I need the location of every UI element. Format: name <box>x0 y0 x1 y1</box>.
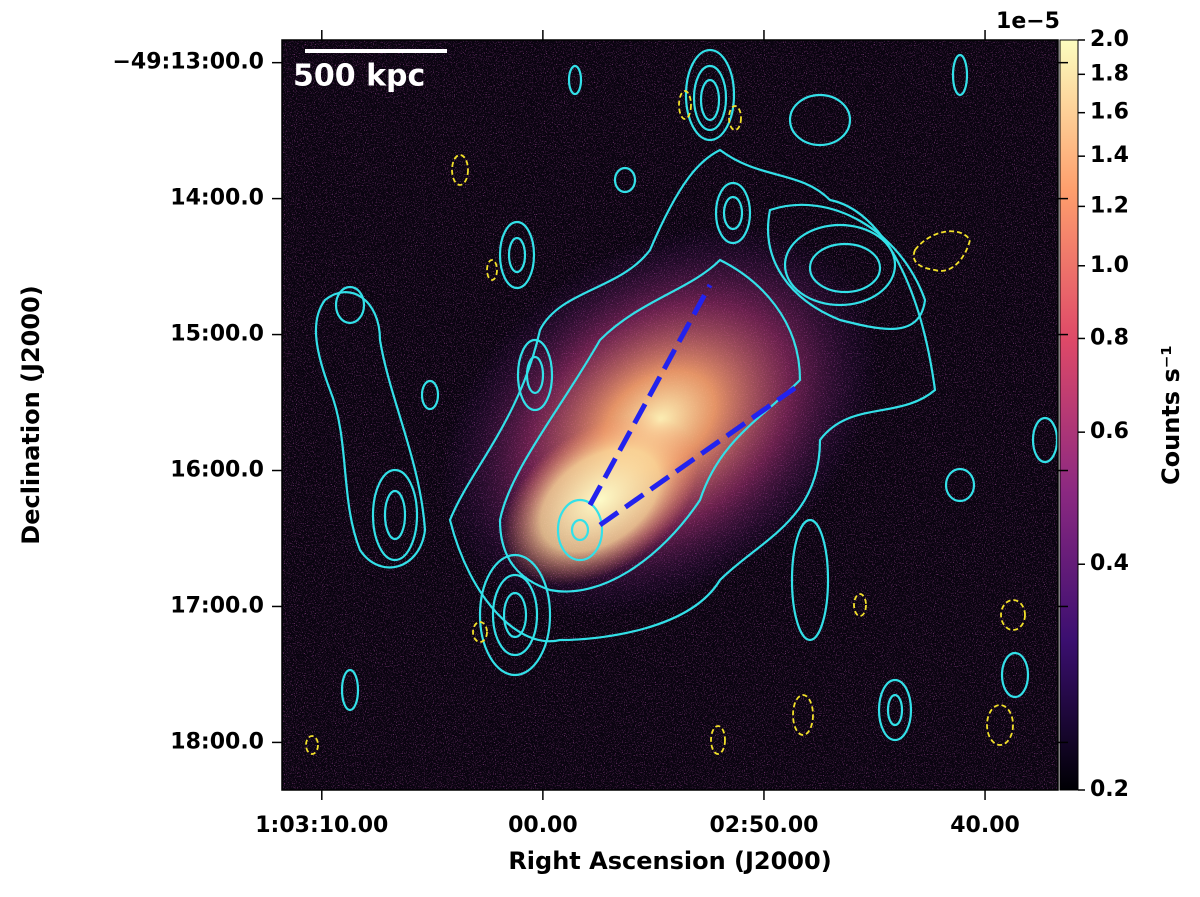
colorbar <box>1059 39 1079 791</box>
colorbar-tick-label: 0.2 <box>1090 777 1129 802</box>
x-tick-label: 00.00 <box>508 813 578 838</box>
frame <box>281 39 1059 791</box>
dashed-lines <box>587 283 797 528</box>
x-tick-label: 40.00 <box>950 813 1020 838</box>
y-axis-label: Declination (J2000) <box>17 285 45 544</box>
y-tick-label: 18:00.0 <box>170 729 264 754</box>
y-tick-label: 17:00.0 <box>170 593 264 618</box>
colorbar-offset: 1e−5 <box>996 9 1060 34</box>
colorbar-tick-label: 1.8 <box>1090 61 1129 86</box>
colorbar-tick-label: 1.6 <box>1090 100 1129 125</box>
contours <box>314 48 1058 742</box>
x-tick-label: 1:03:10.00 <box>255 813 388 838</box>
colorbar-tick-label: 0.8 <box>1090 325 1129 350</box>
y-tick-label: −49:13:00.0 <box>112 50 264 75</box>
y-tick-label: 16:00.0 <box>170 458 264 483</box>
colorbar-tick-label: 0.6 <box>1090 419 1129 444</box>
colorbar-label: Counts s⁻¹ <box>1157 345 1185 485</box>
colorbar-tick-label: 1.4 <box>1090 143 1129 168</box>
colorbar-tick-label: 1.0 <box>1090 253 1129 278</box>
image: 500 kpc <box>282 40 1058 790</box>
colorbar-tick-label: 2.0 <box>1090 27 1129 52</box>
colorbar-tick-label: 0.4 <box>1090 551 1129 576</box>
x-tick-label: 02:50.00 <box>709 813 818 838</box>
y-tick-label: 15:00.0 <box>170 322 264 347</box>
y-tick-label: 14:00.0 <box>170 186 264 211</box>
scalebar-label: 500 kpc <box>293 59 425 94</box>
negative-contours <box>305 90 1026 755</box>
colorbar-tick-label: 1.2 <box>1090 193 1129 218</box>
x-axis-label: Right Ascension (J2000) <box>508 847 831 875</box>
